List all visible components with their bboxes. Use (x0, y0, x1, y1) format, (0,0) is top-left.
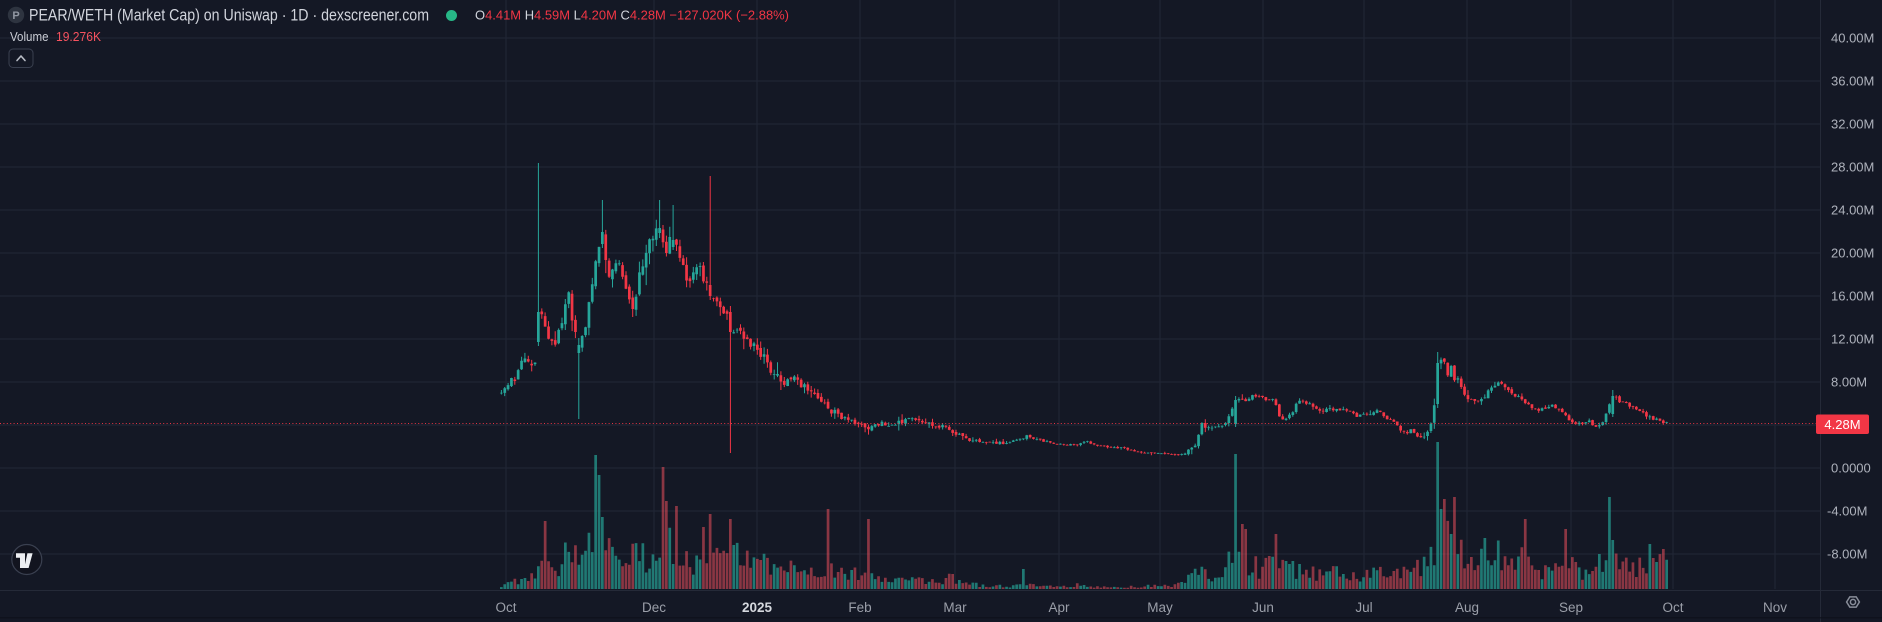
svg-text:Volume: Volume (10, 29, 49, 44)
svg-text:Dec: Dec (642, 600, 666, 615)
svg-text:19.276K: 19.276K (56, 29, 101, 44)
svg-text:Nov: Nov (1763, 600, 1787, 615)
svg-text:0.0000: 0.0000 (1831, 461, 1871, 476)
svg-text:4.28M: 4.28M (1824, 417, 1860, 432)
svg-text:Sep: Sep (1559, 600, 1583, 615)
svg-text:May: May (1147, 600, 1173, 615)
svg-text:Oct: Oct (495, 600, 516, 615)
svg-text:32.00M: 32.00M (1831, 117, 1874, 132)
svg-text:8.00M: 8.00M (1831, 375, 1867, 390)
svg-text:Jul: Jul (1355, 600, 1372, 615)
svg-text:-8.00M: -8.00M (1827, 547, 1867, 562)
svg-text:Feb: Feb (848, 600, 871, 615)
svg-text:20.00M: 20.00M (1831, 246, 1874, 261)
svg-text:Jun: Jun (1252, 600, 1274, 615)
svg-text:40.00M: 40.00M (1831, 31, 1874, 46)
svg-text:P: P (12, 10, 19, 22)
svg-text:Oct: Oct (1662, 600, 1683, 615)
svg-text:12.00M: 12.00M (1831, 332, 1874, 347)
svg-text:16.00M: 16.00M (1831, 289, 1874, 304)
svg-text:Mar: Mar (943, 600, 967, 615)
svg-text:36.00M: 36.00M (1831, 74, 1874, 89)
svg-text:PEAR/WETH (Market Cap) on Unis: PEAR/WETH (Market Cap) on Uniswap · 1D ·… (29, 7, 429, 25)
svg-text:2025: 2025 (742, 600, 773, 615)
svg-text:Aug: Aug (1455, 600, 1479, 615)
svg-text:28.00M: 28.00M (1831, 160, 1874, 175)
svg-text:O4.41M H4.59M L4.20M C4.28M −1: O4.41M H4.59M L4.20M C4.28M −127.020K (−… (475, 7, 789, 22)
svg-text:Apr: Apr (1048, 600, 1070, 615)
svg-text:24.00M: 24.00M (1831, 203, 1874, 218)
svg-text:-4.00M: -4.00M (1827, 504, 1867, 519)
